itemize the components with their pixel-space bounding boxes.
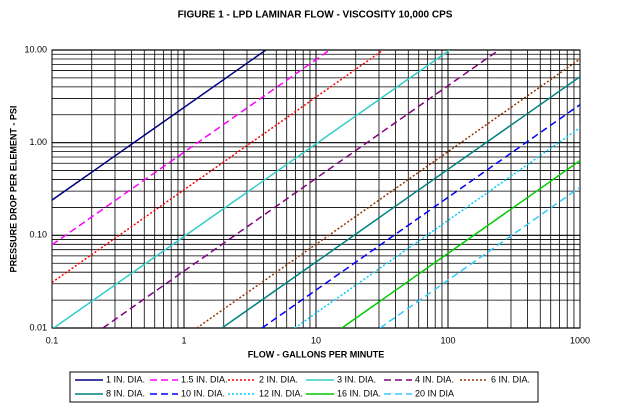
legend-label: 12 IN. DIA. [259,388,303,398]
legend-label: 2 IN. DIA. [259,374,298,384]
series-line [52,50,331,246]
x-tick-label: 10 [311,335,321,345]
y-axis-label: PRESSURE DROP PER ELEMENT - PSI [8,106,18,273]
x-tick-label: 1 [181,335,186,345]
series-line [341,160,580,328]
legend-label: 1 IN. DIA. [106,374,145,384]
plot-frame [51,49,581,329]
series-line [196,58,580,328]
series-line [102,50,500,328]
legend-label: 4 IN. DIA. [415,374,454,384]
legend-label: 8 IN. DIA. [106,388,145,398]
legend-label: 20 IN DIA [415,388,454,398]
y-tick-label: 0.10 [29,230,47,240]
legend-label: 6 IN. DIA. [491,374,530,384]
series-line [261,104,580,328]
legend-label: 1.5 IN. DIA. [181,374,228,384]
y-tick-label: 1.00 [29,137,47,147]
legend-box [69,371,539,403]
x-axis-label: FLOW - GALLONS PER MINUTE [248,349,385,359]
series-line [294,127,580,328]
x-tick-label: 1000 [570,335,590,345]
y-tick-label: 10.00 [24,44,47,54]
legend-label: 10 IN. DIA. [181,388,225,398]
chart-title: FIGURE 1 - LPD LAMINAR FLOW - VISCOSITY … [178,10,453,21]
series-line [52,50,384,284]
y-tick-label: 0.01 [29,322,47,332]
series-line [52,50,267,201]
legend-label: 3 IN. DIA. [337,374,376,384]
x-tick-label: 100 [440,335,455,345]
series-line [53,50,451,328]
series-line [221,76,580,328]
x-tick-label: 0.1 [46,335,59,345]
series-line [379,186,580,328]
legend-label: 16 IN. DIA. [337,388,381,398]
